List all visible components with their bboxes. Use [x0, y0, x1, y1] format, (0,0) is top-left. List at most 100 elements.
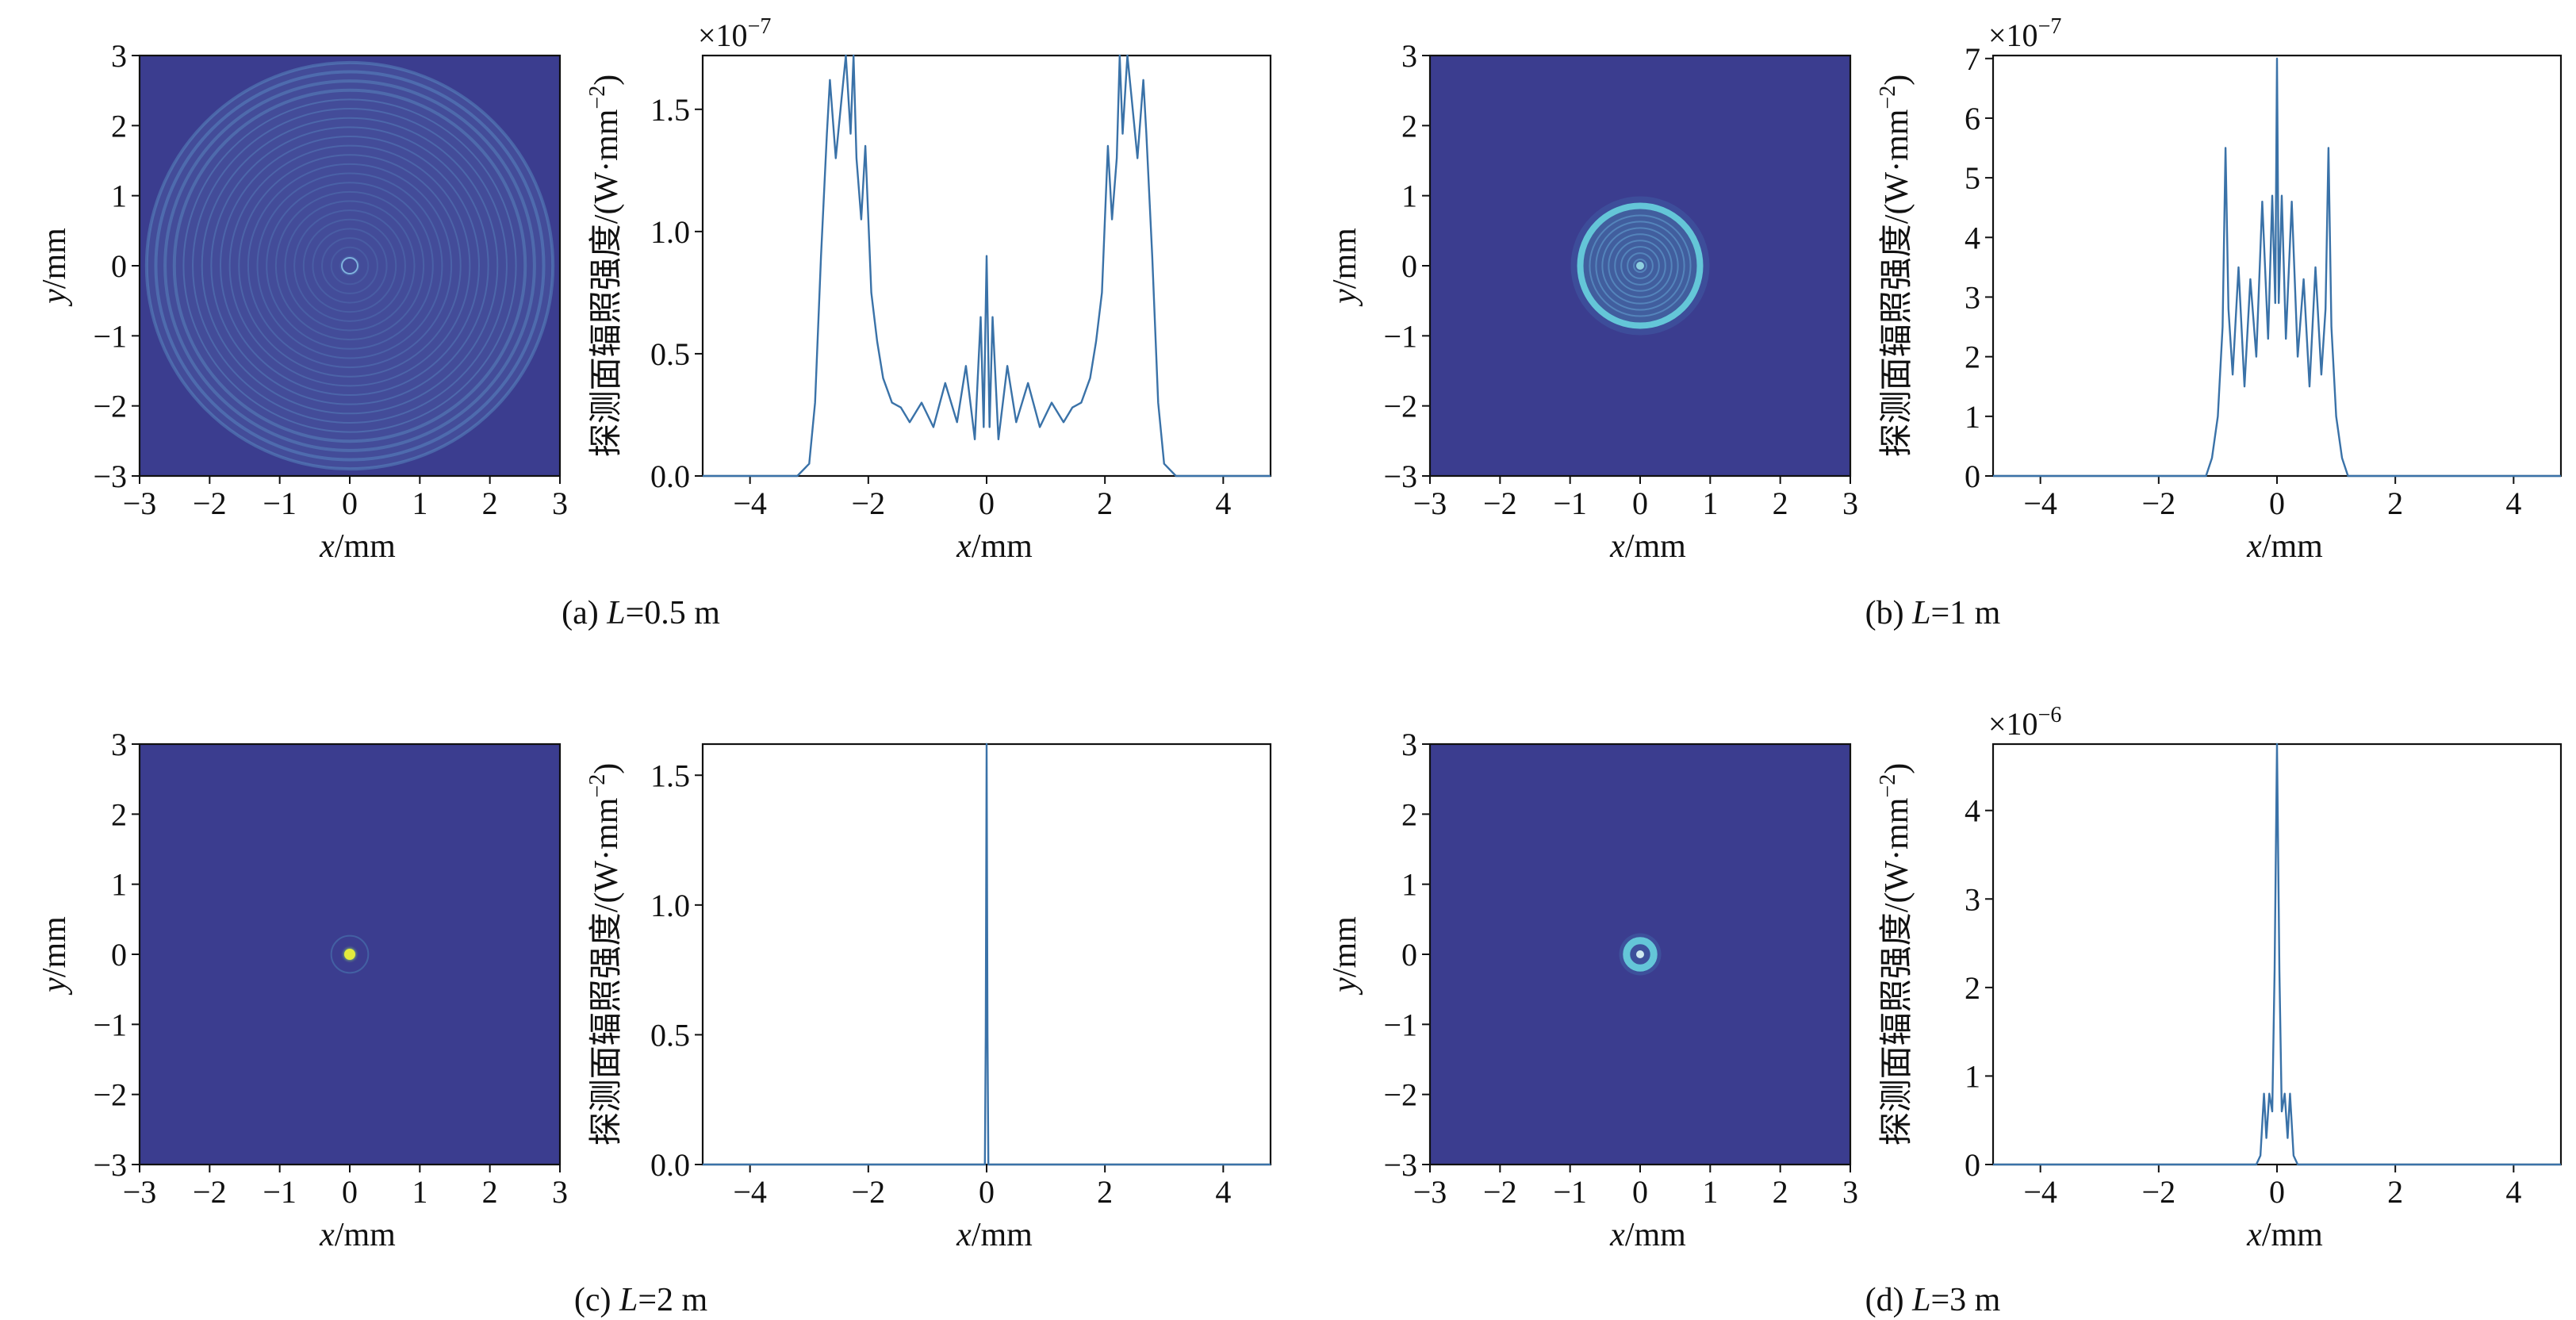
x-tick-label: 0 — [342, 485, 358, 521]
captions-layer: (a) L=0.5 m (b) L=1 m(c) L=2 m (d) L=3 m — [562, 595, 2001, 1318]
y-axis-label-var: y — [1327, 289, 1363, 307]
x-tick-label: 1 — [412, 485, 427, 521]
caption-var: L — [1911, 595, 1930, 631]
caption-suffix: =3 m — [1930, 1282, 2000, 1318]
y-axis-label-main: 探测面辐照强度/(W·mm — [1879, 797, 1915, 1145]
x-tick-label: 2 — [482, 1174, 498, 1210]
diffraction-ring — [302, 218, 397, 313]
y-tick-label: −2 — [93, 1077, 127, 1113]
panel-caption: (c) L=2 m — [574, 1282, 708, 1318]
x-tick-label: 3 — [1842, 485, 1858, 521]
y-tick-label: 2 — [1965, 970, 1980, 1006]
panel-caption: (a) L=0.5 m — [562, 595, 720, 631]
y-tick-label: 0.5 — [650, 336, 690, 372]
y-tick-label: 0 — [1965, 1147, 1980, 1183]
y-axis-label-main: 探测面辐照强度/(W·mm — [588, 797, 625, 1145]
diffraction-ring — [219, 135, 481, 397]
axis-multiplier: ×10−6 — [1988, 703, 2061, 742]
intensity-line — [703, 54, 1271, 478]
y-tick-label: 5 — [1965, 160, 1980, 196]
diffraction-ring — [274, 190, 425, 341]
y-tick-label: 1 — [1401, 867, 1417, 903]
x-tick-label: 2 — [1773, 1174, 1788, 1210]
y-tick-label: 0 — [111, 937, 127, 973]
x-axis-label: x/mm — [2246, 528, 2323, 565]
x-tick-label: 2 — [2387, 1174, 2403, 1210]
x-tick-label: 1 — [1702, 1174, 1718, 1210]
x-axis-label: x/mm — [319, 528, 396, 565]
x-tick-label: −2 — [852, 1174, 886, 1210]
bright-ring — [1623, 937, 1658, 972]
x-tick-label: 0 — [342, 1174, 358, 1210]
x-axis-label-var: x — [956, 528, 972, 565]
y-tick-label: 3 — [1401, 38, 1417, 74]
y-tick-label: −2 — [1383, 1077, 1417, 1113]
y-axis-label-unit: /mm — [36, 228, 73, 289]
diffraction-ring — [312, 228, 388, 304]
y-tick-label: 3 — [111, 727, 127, 762]
x-axis-label-unit: /mm — [2262, 1217, 2323, 1253]
caption-var: L — [1911, 1282, 1930, 1318]
caption-prefix: (a) — [562, 595, 607, 631]
x-axis-label: x/mm — [1609, 528, 1686, 565]
y-tick-label: 2 — [1401, 108, 1417, 144]
y-axis-label-main: 探测面辐照强度/(W·mm — [1879, 109, 1915, 457]
x-tick-label: −1 — [263, 485, 297, 521]
y-tick-label: 0 — [111, 248, 127, 284]
x-tick-label: 0 — [979, 485, 995, 521]
x-axis-label-unit: /mm — [1625, 528, 1686, 565]
y-tick-label: −1 — [1383, 1007, 1417, 1042]
diffraction-ring — [1614, 240, 1666, 292]
y-tick-label: 1 — [1401, 178, 1417, 214]
diffraction-ring — [293, 209, 406, 322]
diffraction-ring — [201, 117, 499, 415]
diffraction-ring — [1595, 221, 1685, 311]
x-tick-label: 0 — [1632, 485, 1648, 521]
y-axis-label: 探测面辐照强度/(W·mm−2) — [585, 75, 625, 457]
y-tick-label: 1 — [1965, 1058, 1980, 1094]
y-tick-label: 2 — [111, 108, 127, 144]
x-tick-label: −2 — [852, 485, 886, 521]
x-tick-label: 2 — [482, 485, 498, 521]
x-tick-label: 2 — [2387, 485, 2403, 521]
diffraction-ring — [266, 182, 434, 350]
y-tick-label: 4 — [1965, 793, 1980, 829]
y-axis-label-var: y — [1327, 977, 1363, 996]
panel-caption: (b) L=1 m — [1865, 595, 2001, 631]
caption-prefix: (c) — [574, 1282, 619, 1318]
x-tick-label: −4 — [733, 1174, 767, 1210]
y-tick-label: 1.5 — [650, 92, 690, 128]
y-tick-label: 1.0 — [650, 888, 690, 923]
y-tick-label: −3 — [93, 1147, 127, 1183]
x-tick-label: 3 — [1842, 1174, 1858, 1210]
y-axis-label-unit: /mm — [36, 916, 73, 977]
x-axis-label-unit: /mm — [335, 528, 396, 565]
y-axis-label: y/mm — [36, 916, 73, 996]
x-tick-label: −3 — [1413, 1174, 1447, 1210]
y-axis-label-sup: −2 — [585, 774, 610, 798]
x-axis-label-var: x — [1609, 528, 1625, 565]
faint-ring — [330, 934, 370, 974]
y-tick-label: 1.0 — [650, 214, 690, 250]
axis-multiplier-base: ×10 — [698, 17, 748, 53]
y-tick-label: −3 — [1383, 1147, 1417, 1183]
y-axis-label-tail: ) — [588, 763, 625, 774]
x-tick-label: 2 — [1097, 1174, 1113, 1210]
x-axis-label-unit: /mm — [1625, 1217, 1686, 1253]
y-tick-label: 6 — [1965, 101, 1980, 136]
diffraction-ring — [256, 172, 443, 359]
y-tick-label: 0.0 — [650, 459, 690, 494]
y-tick-label: −3 — [1383, 459, 1417, 494]
y-axis-label-sup: −2 — [1876, 86, 1900, 109]
y-tick-label: 0 — [1401, 248, 1417, 284]
x-tick-label: −1 — [1553, 485, 1587, 521]
x-axis-label: x/mm — [956, 1217, 1033, 1253]
y-axis-label-unit: /mm — [1327, 916, 1363, 977]
x-tick-label: −4 — [733, 485, 767, 521]
y-tick-label: 2 — [111, 796, 127, 832]
x-tick-label: 0 — [1632, 1174, 1648, 1210]
x-tick-label: 0 — [2269, 485, 2285, 521]
